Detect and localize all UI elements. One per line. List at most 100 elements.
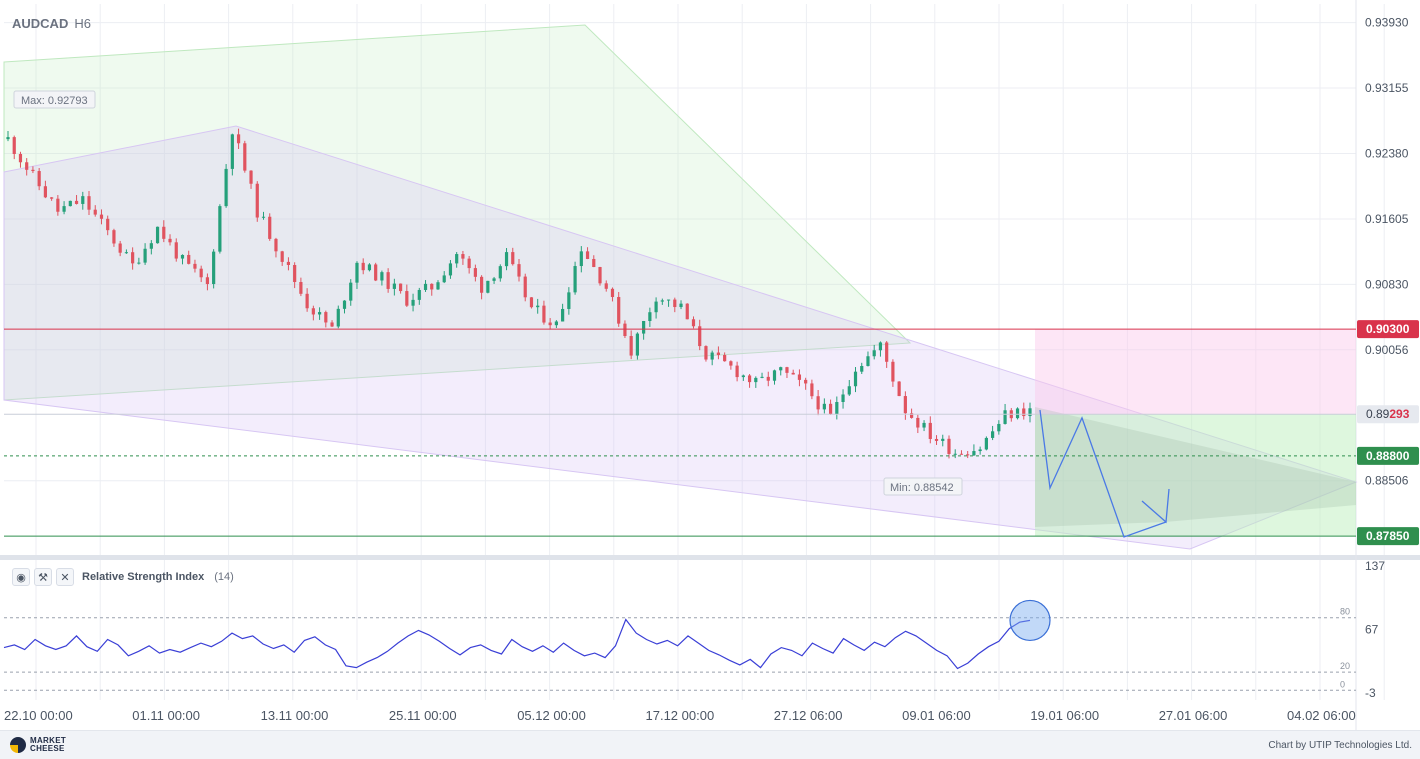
annotations: Max: 0.92793 Min: 0.88542 (13, 90, 963, 496)
rsi-tick-label: 137 (1365, 559, 1385, 573)
candle-body (405, 291, 409, 306)
candle-body (398, 283, 403, 292)
rsi-level-label: 20 (1340, 661, 1350, 671)
candle-body (324, 312, 328, 323)
candle-body (723, 354, 727, 362)
candle-body (984, 437, 988, 450)
candle-body (236, 134, 241, 144)
candle-body (934, 438, 939, 441)
candle-body (486, 280, 490, 293)
time-tick-label: 04.02 06:00 (1287, 708, 1356, 723)
rsi-level-label: 0 (1340, 679, 1345, 689)
candle-body (1003, 410, 1007, 424)
candle-body (43, 186, 47, 198)
rsi-chart: 80 20 0 (3, 599, 1356, 691)
candle-body (280, 251, 284, 262)
candle-body (212, 251, 216, 285)
candle-body (959, 453, 964, 455)
level-price-label: 0.88800 (1366, 449, 1410, 463)
candle-body (735, 365, 739, 378)
candle-body (293, 264, 297, 283)
candle-body (573, 266, 577, 293)
candle-body (230, 134, 234, 169)
candle-body (629, 336, 633, 356)
candle-body (299, 282, 303, 294)
credit-text: Chart by UTIP Technologies Ltd. (1268, 740, 1412, 751)
candle-body (972, 451, 976, 456)
candle-body (180, 254, 185, 259)
candle-body (592, 258, 596, 268)
candle-body (1015, 408, 1020, 419)
candle-body (25, 162, 29, 170)
candle-body (716, 352, 721, 355)
candle-body (916, 417, 920, 428)
rsi-highlight-circle (1009, 599, 1051, 642)
candle-body (953, 453, 957, 455)
candle-body (168, 238, 172, 243)
candle-body (997, 423, 1001, 432)
candle-body (417, 289, 421, 300)
candle-body (243, 143, 247, 171)
candle-body (361, 262, 365, 271)
price-tick-label: 0.88506 (1365, 474, 1409, 488)
candle-body (766, 376, 770, 381)
candle-body (909, 413, 914, 418)
candle-body (741, 375, 745, 378)
candle-body (635, 333, 640, 356)
candle-body (137, 262, 141, 264)
candle-body (542, 305, 546, 323)
candle-body (747, 375, 752, 383)
candle-body (554, 321, 558, 326)
level-price-badge (1357, 320, 1419, 339)
candle-body (816, 396, 820, 410)
candle-body (93, 209, 97, 215)
candle-body (311, 308, 315, 315)
candle-body (330, 322, 334, 327)
candle-body (772, 370, 777, 381)
candle-body (87, 196, 91, 210)
candle-body (286, 261, 291, 265)
candle-body (810, 383, 814, 397)
candle-body (162, 226, 166, 239)
time-tick-label: 27.01 06:00 (1159, 708, 1228, 723)
candle-body (56, 198, 60, 212)
candle-body (585, 251, 590, 259)
price-tick-label: 0.93930 (1365, 16, 1409, 30)
candle-body (106, 218, 110, 231)
level-price-label: 0.87850 (1366, 529, 1410, 543)
candle-body (685, 303, 689, 320)
candle-body (124, 252, 129, 254)
current-price-badge (1357, 405, 1419, 424)
candle-body (660, 300, 664, 302)
forecast-path (1039, 409, 1167, 538)
time-tick-label: 22.10 00:00 (4, 708, 73, 723)
candle-body (666, 299, 671, 301)
candle-body (966, 454, 970, 456)
price-tick-label: 0.93155 (1365, 81, 1409, 95)
candle-body (386, 272, 390, 289)
candle-body (885, 342, 889, 362)
candle-body (654, 301, 658, 313)
candle-body (336, 308, 340, 327)
close-icon[interactable]: ✕ (56, 568, 74, 586)
candle-body (480, 276, 484, 293)
chart-canvas[interactable]: 80 20 0 0.93930 0.93155 0.92380 0.91605 0.9083… (0, 0, 1420, 730)
candle-body (218, 206, 222, 252)
time-tick-label: 27.12 06:00 (774, 708, 843, 723)
rsi-line (3, 618, 1031, 670)
eye-icon[interactable]: ◉ (12, 568, 30, 586)
candle-body (567, 292, 571, 309)
candle-body (679, 303, 683, 308)
candle-body (455, 254, 459, 264)
logo[interactable]: MARKET CHEESE (10, 737, 66, 753)
candle-body (199, 268, 203, 278)
candle-body (529, 297, 534, 308)
candle-body (224, 168, 228, 207)
candle-body (903, 396, 907, 414)
wrench-icon[interactable]: ⚒ (34, 568, 52, 586)
current-price-label: 0.89293 (1366, 407, 1410, 421)
stop-loss-zone (1035, 329, 1356, 415)
candle-body (143, 248, 147, 263)
candle-body (847, 386, 851, 395)
candle-body (729, 361, 733, 366)
